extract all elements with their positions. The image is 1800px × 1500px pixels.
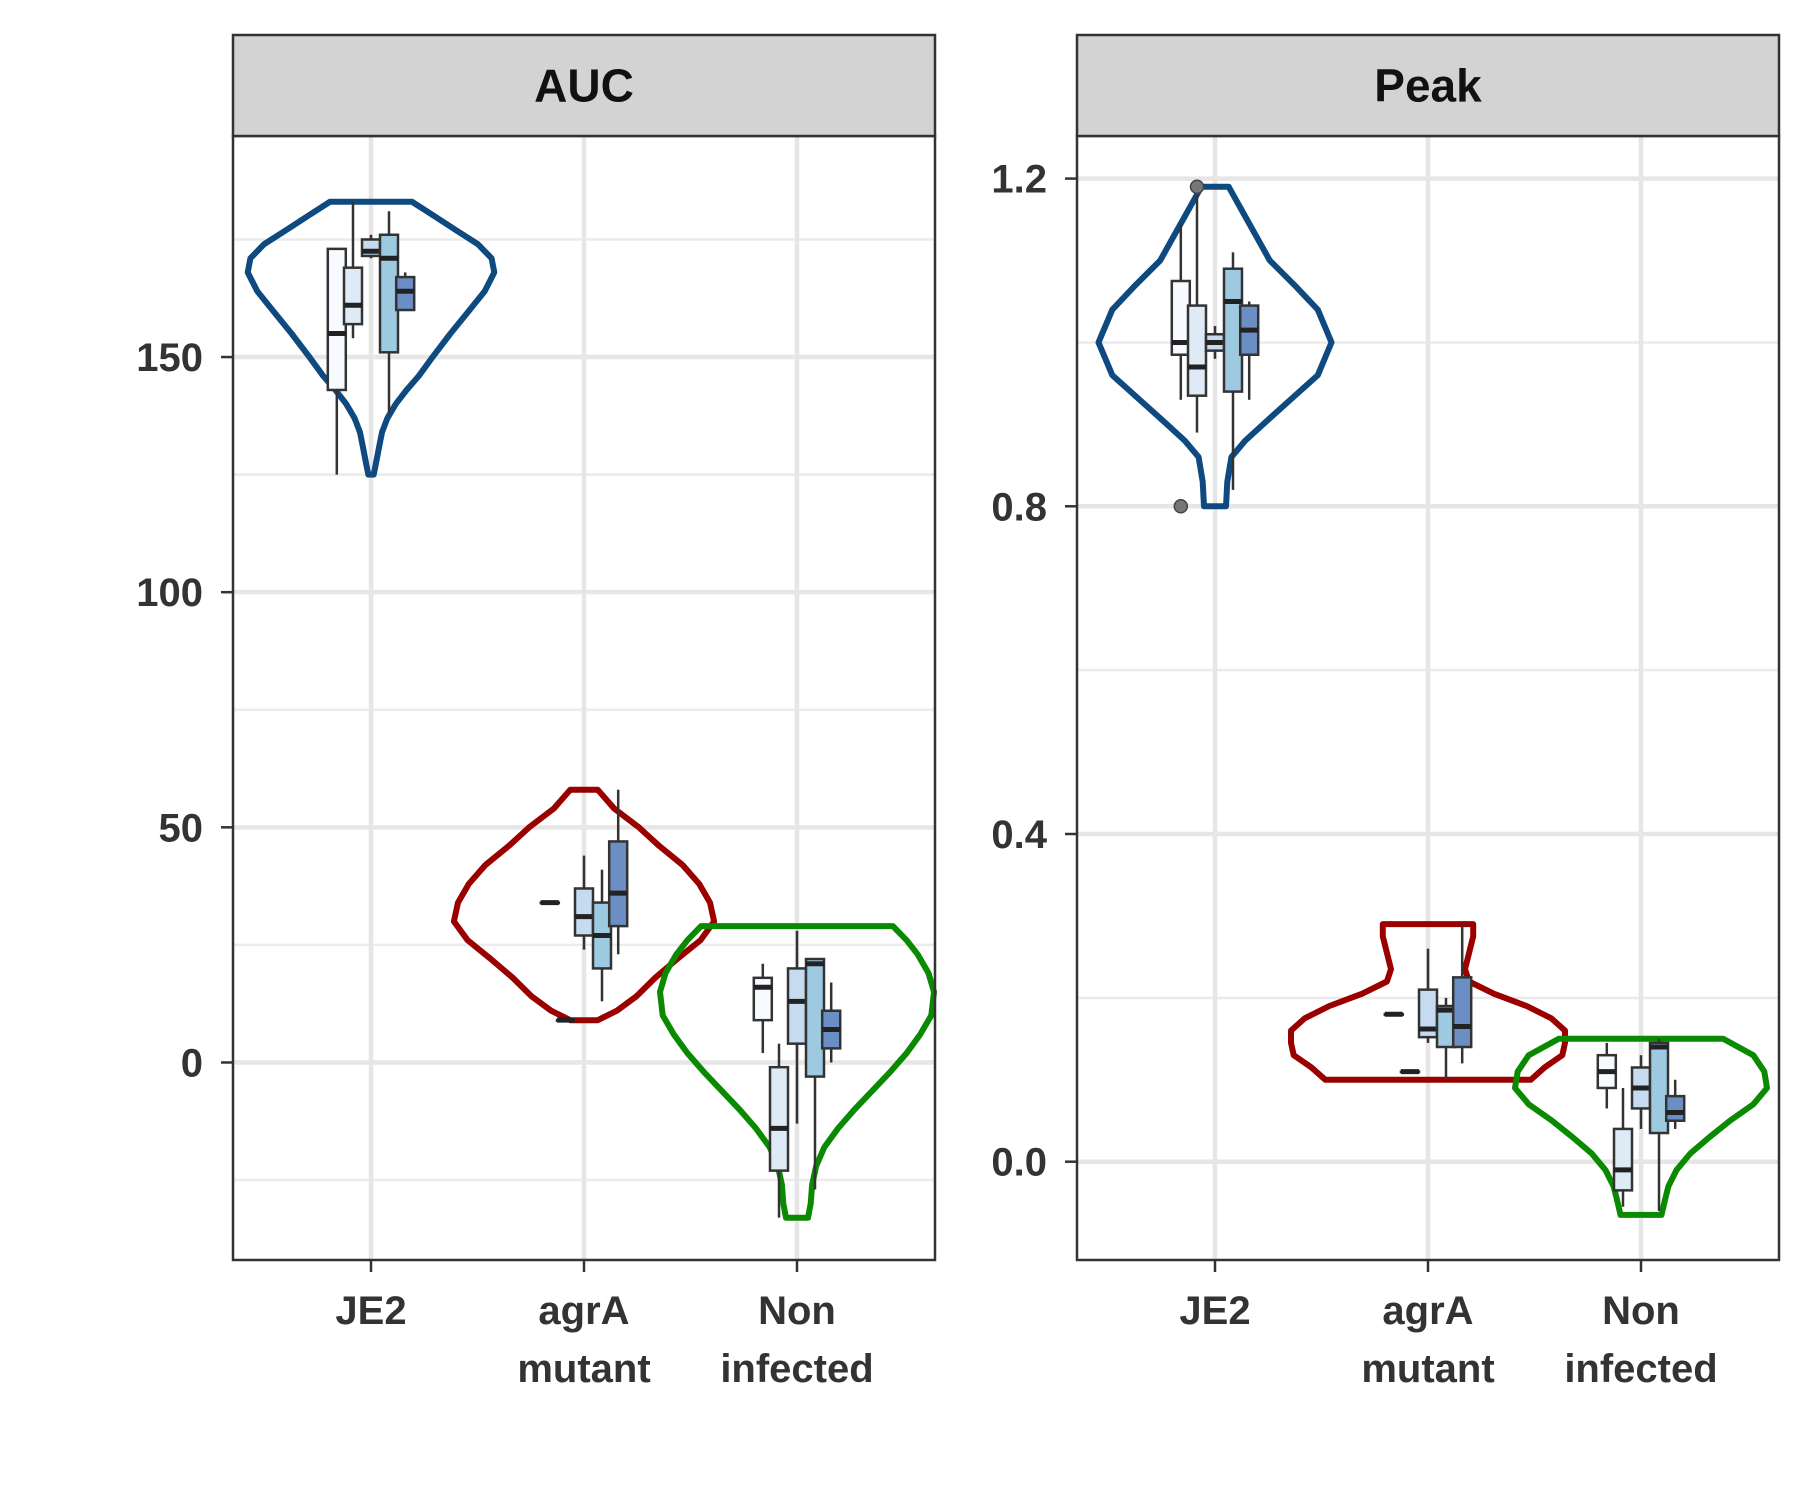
x-tick-label-line: Non [1602,1289,1680,1333]
auc-x-tick-label-agra-mutant: agrA mutant [517,1289,650,1391]
auc-boxplot-agra-mutant-5 [607,789,629,955]
auc-boxplot-je2-3 [360,234,382,259]
peak-violin-agra-mutant [1288,921,1568,1083]
peak-boxplot-je2-2 [1186,179,1208,433]
box-iqr [786,967,808,1045]
peak-x-tick-label-je2: JE2 [1179,1289,1250,1333]
peak-boxplot-je2-4 [1222,252,1244,490]
auc-boxplot-agra-mutant-2 [555,1017,577,1023]
peak-boxplot-non-infected-1 [1596,1042,1618,1109]
x-tick-label-line: agrA [538,1289,629,1333]
auc-x-tick-label-non-infected: Non infected [720,1289,873,1391]
x-tick-label-line: JE2 [335,1289,406,1333]
auc-y-tick-label: 150 [136,336,203,380]
auc-boxplot-non-infected-5 [820,982,842,1063]
auc-boxplot-non-infected-1 [752,963,774,1054]
box-iqr [1186,304,1208,397]
x-tick-label-line: mutant [1361,1347,1494,1391]
peak-strip [1075,33,1781,138]
x-tick-label-line: mutant [517,1347,650,1391]
auc-violin-agra-mutant [450,786,718,1024]
auc-x-tick-label-je2: JE2 [335,1289,406,1333]
auc-boxplot-je2-2 [342,201,364,339]
auc-violin-non-infected [657,923,937,1221]
box-iqr [1451,976,1473,1049]
peak-boxplot-agra-mutant-1 [1383,1011,1405,1017]
auc-boxplot-je2-5 [394,272,416,312]
x-tick-label-line: Non [758,1289,836,1333]
auc-y-tick-label: 50 [159,806,204,850]
box-iqr [768,1065,790,1172]
auc-y-tick-label: 0 [181,1041,203,1085]
auc-boxplot-non-infected-2 [768,1043,790,1218]
auc-strip [231,33,937,138]
box-iqr [342,266,364,326]
auc-strip-title: AUC [534,60,634,112]
peak-y-tick-label: 1.2 [991,158,1047,202]
auc-boxplot-non-infected-3 [786,930,808,1124]
panel-auc: AUC 0 50 100 150 JE2 agrA mutant Non infected [136,33,937,1391]
x-tick-label-line: infected [720,1347,873,1391]
auc-boxplot-agra-mutant-1 [539,900,561,906]
peak-x-tick-label-non-infected: Non infected [1564,1289,1717,1391]
peak-boxplot-agra-mutant-2 [1399,1069,1421,1075]
peak-boxplot-je2-5 [1238,301,1260,400]
box-iqr [1648,1041,1670,1135]
panel-peak: Peak 0.0 0.4 0.8 1.2 JE2 agrA mutant Non infected [991,33,1781,1391]
box-iqr [1612,1127,1634,1192]
peak-boxplot-non-infected-5 [1664,1079,1686,1129]
peak-y-tick-label: 0.0 [991,1141,1047,1185]
auc-y-tick-label: 100 [136,571,203,615]
peak-y-tick-label: 0.8 [991,485,1047,529]
box-iqr [573,887,595,937]
peak-boxplot-non-infected-2 [1612,1087,1634,1207]
auc-boxplot-agra-mutant-4 [591,869,613,1002]
x-tick-label-line: infected [1564,1347,1717,1391]
peak-boxplot-agra-mutant-5 [1451,924,1473,1064]
outlier-point [1189,179,1205,195]
peak-y-tick-label: 0.4 [991,813,1047,857]
peak-boxplot-non-infected-4 [1648,1038,1670,1211]
auc-violin-je2 [244,198,498,478]
peak-boxplot-agra-mutant-3 [1417,948,1439,1043]
box-iqr [1664,1094,1686,1122]
x-tick-label-line: agrA [1382,1289,1473,1333]
peak-x-tick-label-agra-mutant: agrA mutant [1361,1289,1494,1391]
peak-boxplot-je2-3 [1204,326,1226,359]
x-tick-label-line: JE2 [1179,1289,1250,1333]
peak-violin-non-infected [1512,1035,1770,1218]
box-iqr [607,840,629,928]
peak-grid [1077,136,1779,1260]
box-iqr [752,976,774,1022]
outlier-point [1173,499,1189,514]
peak-strip-title: Peak [1374,60,1482,112]
